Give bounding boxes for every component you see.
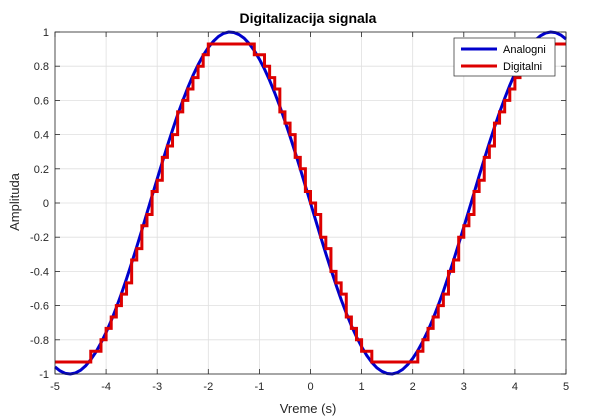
y-tick-label: 0.6: [34, 95, 49, 107]
x-tick-label: -4: [101, 381, 111, 393]
x-tick-label: 1: [359, 381, 365, 393]
y-axis: -1 -0.8 -0.6 -0.4 -0.2 0 0.2 0.4 0.6 0.8 1: [30, 27, 566, 381]
y-tick-label: -0.4: [30, 266, 49, 278]
x-tick-label: -3: [152, 381, 162, 393]
x-tick-label: -5: [50, 381, 60, 393]
x-axis-label: Vreme (s): [280, 401, 337, 416]
y-tick-label: -1: [39, 369, 49, 381]
legend-box: [453, 37, 556, 77]
chart-title: Digitalizacija signala: [240, 10, 377, 26]
y-tick-label: 0.4: [34, 130, 49, 142]
y-tick-label: -0.8: [30, 335, 49, 347]
x-tick-label: 4: [512, 381, 518, 393]
x-tick-label: -2: [203, 381, 213, 393]
legend-label-analogni: Analogni: [503, 44, 546, 56]
y-tick-label: 0.2: [34, 164, 49, 176]
y-axis-label: Amplituda: [7, 172, 22, 231]
y-tick-label: -0.6: [30, 301, 49, 313]
y-tick-label: -0.2: [30, 232, 49, 244]
legend: Analogni Digitalni: [453, 37, 556, 77]
legend-label-digitalni: Digitalni: [503, 61, 542, 73]
x-tick-label: -1: [255, 381, 265, 393]
x-tick-label: 0: [307, 381, 313, 393]
series-layer: [54, 30, 567, 376]
y-tick-label: 0: [43, 198, 49, 210]
y-tick-label: 1: [43, 27, 49, 39]
x-tick-label: 5: [563, 381, 569, 393]
series-line-digitalni: [55, 42, 566, 364]
y-tick-label: 0.8: [34, 61, 49, 73]
x-tick-label: 2: [410, 381, 416, 393]
x-tick-label: 3: [461, 381, 467, 393]
x-axis: -5 -4 -3 -2 -1 0 1 2 3 4 5: [50, 32, 569, 393]
